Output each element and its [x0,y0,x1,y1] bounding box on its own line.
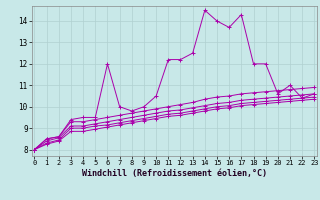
X-axis label: Windchill (Refroidissement éolien,°C): Windchill (Refroidissement éolien,°C) [82,169,267,178]
